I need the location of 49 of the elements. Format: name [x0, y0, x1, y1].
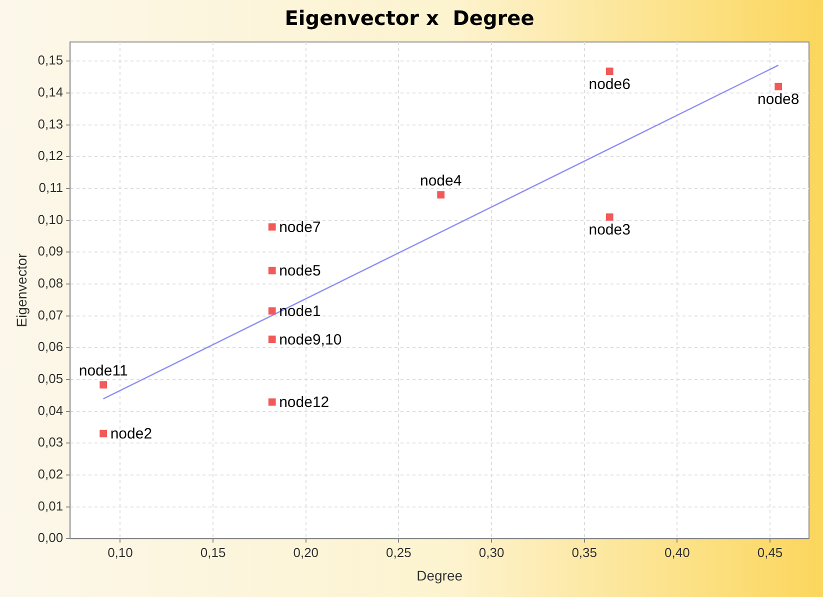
x-tick-label: 0,35	[572, 544, 598, 560]
point	[268, 223, 276, 231]
x-tick-label: 0,10	[108, 544, 133, 560]
y-tick-label: 0,14	[38, 84, 64, 100]
point	[268, 266, 276, 274]
y-tick-label: 0,12	[38, 148, 64, 164]
x-tick-label: 0,40	[664, 544, 690, 560]
y-tick-label: 0,02	[38, 466, 64, 482]
x-tick-label: 0,30	[478, 544, 504, 560]
point	[606, 68, 614, 75]
point	[100, 381, 108, 389]
y-tick-label: 0,10	[38, 212, 64, 227]
data-label: node5	[279, 262, 321, 280]
point	[437, 191, 445, 198]
y-tick-label: 0,15	[38, 52, 64, 68]
data-label: node12	[279, 394, 330, 412]
point	[268, 336, 276, 344]
y-tick-label: 0,11	[38, 180, 64, 196]
y-tick-label: 0,08	[38, 276, 64, 291]
y-tick-label: 0,06	[38, 339, 64, 354]
point	[268, 398, 276, 406]
data-label: node11	[78, 362, 128, 380]
data-label: node8	[758, 91, 800, 108]
point	[606, 213, 614, 221]
y-tick-label: 0,13	[38, 116, 64, 132]
point	[268, 307, 276, 315]
y-tick-label: 0,00	[38, 530, 64, 546]
chart-title: Eigenvector x Degree	[284, 6, 534, 30]
y-tick-label: 0,07	[38, 307, 64, 322]
x-axis-title: Degree	[416, 567, 463, 584]
y-tick-label: 0,04	[38, 402, 64, 418]
data-label: node3	[588, 222, 630, 239]
data-label: node2	[110, 426, 152, 443]
data-label: node9,10	[279, 331, 342, 348]
point	[100, 430, 108, 438]
x-tick-label: 0,15	[200, 544, 226, 560]
data-label: node1	[279, 303, 321, 320]
point	[774, 82, 782, 90]
y-tick-label: 0,09	[38, 244, 64, 259]
data-label: node7	[279, 219, 321, 236]
y-tick-label: 0,01	[38, 498, 64, 514]
data-label: node4	[420, 172, 462, 190]
x-tick-label: 0,25	[386, 544, 412, 560]
x-tick-label: 0,20	[293, 544, 319, 560]
data-label: node6	[588, 76, 630, 93]
x-tick-label: 0,45	[757, 544, 783, 560]
y-axis-title: Eigenvector	[13, 253, 30, 328]
y-tick-label: 0,05	[38, 371, 64, 386]
y-tick-label: 0,03	[38, 434, 64, 450]
